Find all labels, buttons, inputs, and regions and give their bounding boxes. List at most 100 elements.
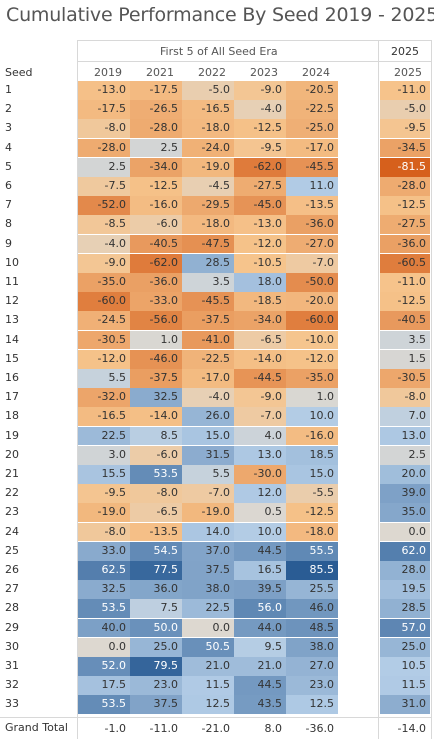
- table-cell: -17.5: [78, 100, 130, 119]
- seed-label: 5: [5, 159, 12, 173]
- table-cell: 0.0: [380, 522, 430, 542]
- table-cell: 22.5: [78, 426, 130, 446]
- seed-label: 21: [5, 467, 19, 480]
- table-cell: 18.5: [286, 445, 338, 465]
- grid-line: [378, 40, 379, 739]
- table-cell: 32.5: [130, 388, 182, 407]
- table-cell: 57.0: [380, 618, 430, 638]
- table-cell: 14.0: [182, 522, 234, 542]
- table-cell: -8.0: [78, 119, 130, 139]
- table-cell: 53.5: [130, 465, 182, 484]
- table-cell: -36.0: [286, 215, 338, 235]
- table-cell: 38.0: [286, 637, 338, 657]
- table-cell: -81.5: [380, 157, 430, 177]
- table-cell: -4.0: [182, 388, 234, 407]
- table-cell: 7.5: [130, 599, 182, 619]
- table-cell: -45.5: [182, 292, 234, 311]
- seed-label: 32: [5, 678, 19, 692]
- seed-label: 30: [5, 639, 19, 653]
- table-cell: -14.0: [130, 407, 182, 427]
- table-cell: 4.0: [234, 426, 286, 446]
- table-cell: 28.0: [380, 561, 430, 580]
- seed-label: 27: [5, 582, 19, 596]
- table-cell: 2.5: [78, 157, 130, 177]
- table-cell: 50.0: [130, 618, 182, 638]
- seed-label: 8: [5, 217, 12, 231]
- table-cell: -45.5: [286, 157, 338, 177]
- table-cell: -9.0: [234, 81, 286, 100]
- total-cell: -14.0: [397, 721, 426, 735]
- table-cell: 0.0: [182, 618, 234, 638]
- table-cell: -5.0: [182, 81, 234, 100]
- seed-label: 28: [5, 601, 19, 615]
- table-cell: -6.5: [234, 330, 286, 350]
- table-cell: 23.0: [286, 676, 338, 695]
- table-cell: -14.0: [234, 349, 286, 369]
- table-cell: -29.5: [182, 196, 234, 215]
- table-cell: -24.0: [182, 138, 234, 158]
- table-cell: -7.0: [182, 484, 234, 503]
- chart-title: Cumulative Performance By Seed 2019 - 20…: [6, 4, 434, 26]
- table-cell: 37.5: [182, 561, 234, 580]
- table-cell: -4.0: [78, 234, 130, 254]
- table-cell: 1.0: [286, 388, 338, 407]
- table-cell: -47.5: [182, 234, 234, 254]
- table-cell: -37.5: [182, 311, 234, 331]
- table-cell: -16.5: [182, 100, 234, 119]
- grand-total-label: Grand Total: [5, 720, 68, 734]
- table-cell: 25.0: [130, 637, 182, 657]
- table-cell: 9.5: [234, 637, 286, 657]
- seed-label: 10: [5, 255, 19, 269]
- seed-label: 3: [5, 121, 12, 135]
- table-cell: -62.0: [130, 253, 182, 273]
- table-cell: -6.0: [130, 215, 182, 235]
- table-cell: 62.0: [380, 541, 430, 561]
- table-cell: -56.0: [130, 311, 182, 331]
- table-cell: -11.0: [380, 81, 430, 100]
- table-cell: 15.0: [286, 465, 338, 484]
- table-cell: -18.5: [234, 292, 286, 311]
- seed-label: 2: [5, 102, 12, 116]
- table-cell: -12.5: [130, 177, 182, 196]
- table-cell: -8.0: [130, 484, 182, 503]
- table-cell: -13.5: [130, 522, 182, 542]
- table-cell: 3.0: [78, 445, 130, 465]
- seed-label: 33: [5, 697, 19, 711]
- table-cell: -62.0: [234, 157, 286, 177]
- seed-label: 12: [5, 294, 19, 308]
- table-cell: -20.5: [286, 81, 338, 100]
- seed-label: 25: [5, 543, 19, 557]
- table-cell: -9.5: [78, 484, 130, 503]
- table-cell: -12.5: [234, 119, 286, 139]
- table-cell: -8.0: [380, 388, 430, 407]
- table-cell: 11.5: [182, 676, 234, 695]
- seed-label: 9: [5, 236, 12, 250]
- column-header-2019: 2019: [94, 66, 122, 79]
- column-header-2021: 2021: [146, 66, 174, 79]
- table-cell: 37.0: [182, 541, 234, 561]
- table-cell: -18.0: [286, 522, 338, 542]
- table-cell: -17.0: [286, 138, 338, 158]
- table-cell: -28.0: [130, 119, 182, 139]
- table-cell: -27.0: [286, 234, 338, 254]
- table-cell: -12.5: [380, 196, 430, 215]
- table-cell: 33.0: [78, 541, 130, 561]
- table-cell: -35.0: [78, 273, 130, 292]
- table-cell: -12.5: [286, 503, 338, 523]
- table-cell: -9.0: [78, 253, 130, 273]
- table-cell: -30.0: [234, 465, 286, 484]
- table-cell: -7.0: [234, 407, 286, 427]
- seed-label: 7: [5, 198, 12, 212]
- seed-label: 11: [5, 275, 19, 288]
- table-cell: 5.5: [78, 369, 130, 388]
- table-cell: -5.0: [380, 100, 430, 119]
- table-cell: 22.5: [182, 599, 234, 619]
- table-cell: -40.5: [380, 311, 430, 331]
- grid-line: [77, 40, 78, 739]
- table-cell: 55.5: [286, 541, 338, 561]
- table-cell: 38.0: [182, 580, 234, 599]
- table-cell: -35.0: [286, 369, 338, 388]
- table-cell: -4.5: [182, 177, 234, 196]
- table-cell: 11.5: [380, 676, 430, 695]
